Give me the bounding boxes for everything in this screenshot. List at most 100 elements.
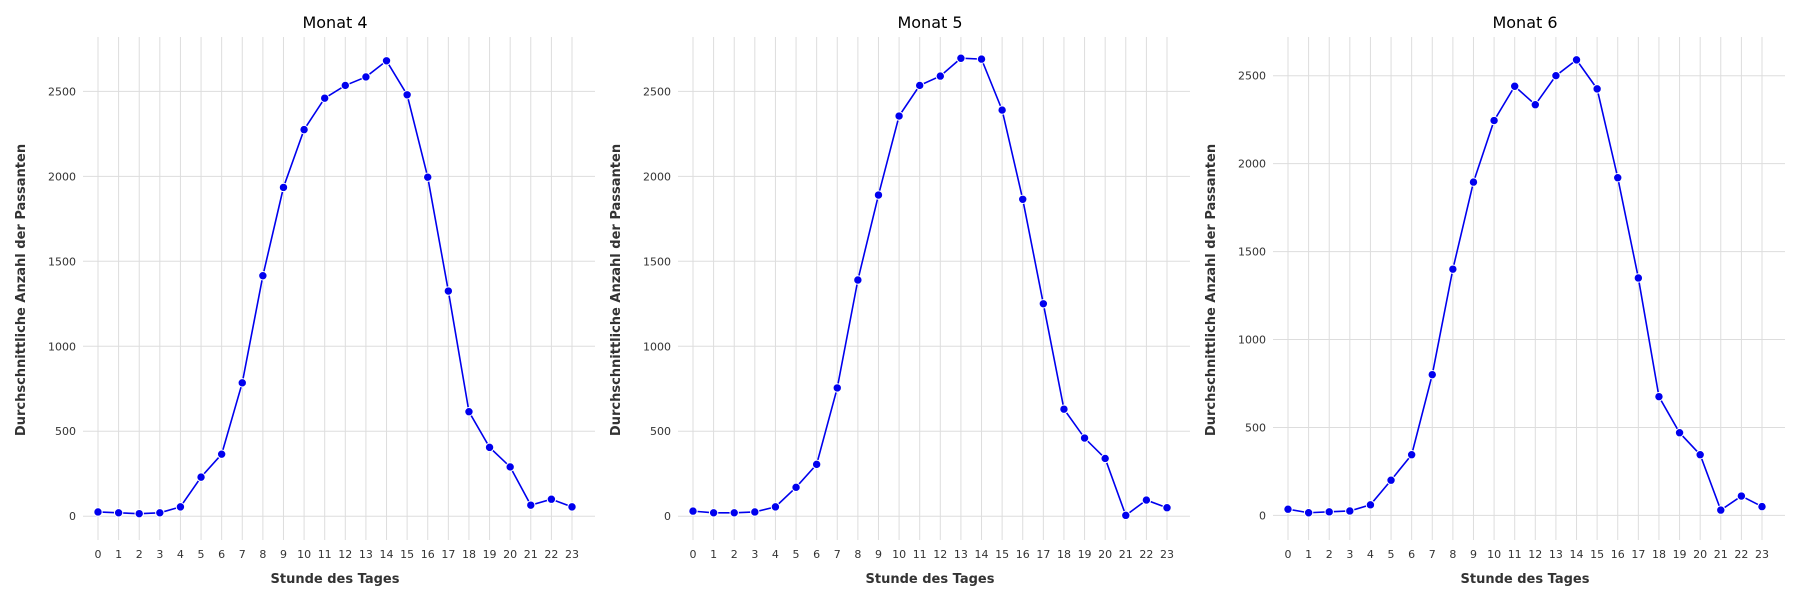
data-point bbox=[1038, 299, 1049, 309]
x-tick-label: 22 bbox=[1139, 548, 1153, 561]
y-tick-label: 0 bbox=[1259, 509, 1266, 522]
data-point bbox=[134, 508, 144, 519]
y-tick-label: 0 bbox=[69, 510, 76, 523]
data-point bbox=[1613, 172, 1623, 183]
y-tick-label: 2000 bbox=[643, 170, 671, 183]
data-point bbox=[216, 449, 227, 459]
data-point bbox=[1530, 100, 1541, 110]
x-tick-label: 5 bbox=[1388, 548, 1395, 561]
data-point bbox=[464, 407, 474, 417]
data-point bbox=[956, 53, 966, 63]
data-point bbox=[423, 172, 433, 182]
data-point bbox=[1716, 505, 1726, 515]
x-tick-label: 23 bbox=[565, 548, 579, 561]
data-point bbox=[791, 482, 801, 493]
x-axis-label: Stunde des Tages bbox=[271, 572, 400, 587]
x-tick-label: 18 bbox=[1057, 548, 1071, 561]
x-tick-label: 1 bbox=[1305, 548, 1312, 561]
x-tick-label: 8 bbox=[259, 548, 266, 561]
x-tick-label: 10 bbox=[1487, 548, 1501, 561]
chart-panel-monat-6: Monat 6 Stunde des Tages Durchschnittlic… bbox=[1204, 13, 1785, 587]
data-point bbox=[1674, 428, 1685, 438]
data-point bbox=[1468, 177, 1479, 187]
x-tick-label: 11 bbox=[1508, 548, 1522, 561]
x-tick-label: 3 bbox=[156, 548, 163, 561]
data-point bbox=[1059, 404, 1069, 414]
x-tick-label: 17 bbox=[1036, 548, 1050, 561]
x-tick-label: 23 bbox=[1755, 548, 1769, 561]
y-tick-label: 1000 bbox=[643, 340, 671, 353]
x-axis-label: Stunde des Tages bbox=[1461, 572, 1590, 587]
y-axis-label: Durchschnittliche Anzahl der Passanten bbox=[609, 144, 624, 436]
data-point bbox=[361, 72, 371, 82]
data-point bbox=[1345, 506, 1355, 516]
x-tick-label: 5 bbox=[198, 548, 205, 561]
x-tick-label: 6 bbox=[218, 548, 225, 561]
data-point bbox=[484, 442, 495, 453]
data-point bbox=[1141, 495, 1152, 505]
data-point bbox=[914, 80, 925, 91]
data-point bbox=[1406, 450, 1417, 460]
data-point bbox=[1489, 115, 1499, 126]
x-tick-label: 20 bbox=[503, 548, 517, 561]
data-point bbox=[443, 286, 454, 296]
data-point bbox=[196, 472, 206, 482]
x-tick-label: 4 bbox=[772, 548, 779, 561]
x-tick-label: 14 bbox=[380, 548, 394, 561]
x-tick-label: 9 bbox=[280, 548, 287, 561]
x-tick-label: 22 bbox=[544, 548, 558, 561]
x-tick-label: 14 bbox=[975, 548, 989, 561]
x-tick-label: 19 bbox=[1078, 548, 1092, 561]
y-tick-label: 2500 bbox=[643, 85, 671, 98]
data-point bbox=[1654, 391, 1664, 402]
data-point bbox=[832, 383, 842, 393]
data-point bbox=[1162, 503, 1172, 513]
data-point bbox=[1100, 453, 1110, 464]
x-tick-label: 1 bbox=[710, 548, 717, 561]
data-point bbox=[402, 90, 412, 100]
data-point bbox=[1736, 491, 1747, 501]
x-tick-label: 7 bbox=[239, 548, 246, 561]
data-point bbox=[997, 105, 1007, 115]
x-tick-label: 0 bbox=[1285, 548, 1292, 561]
x-tick-label: 11 bbox=[913, 548, 927, 561]
chart-title: Monat 4 bbox=[302, 13, 367, 32]
y-tick-label: 1500 bbox=[1238, 246, 1266, 259]
data-point bbox=[1427, 369, 1437, 380]
series-line bbox=[692, 57, 1168, 517]
x-tick-label: 21 bbox=[524, 548, 538, 561]
data-point bbox=[1448, 264, 1458, 274]
x-tick-label: 21 bbox=[1119, 548, 1133, 561]
data-point bbox=[1551, 70, 1561, 81]
y-tick-label: 500 bbox=[55, 425, 76, 438]
data-point bbox=[1324, 507, 1334, 517]
data-point bbox=[381, 56, 392, 66]
data-point bbox=[546, 494, 557, 504]
data-point bbox=[1121, 510, 1131, 521]
x-tick-label: 4 bbox=[1367, 548, 1374, 561]
data-point bbox=[113, 508, 124, 518]
data-point bbox=[1592, 84, 1602, 94]
data-point bbox=[278, 182, 289, 193]
x-tick-label: 15 bbox=[995, 548, 1009, 561]
x-tick-label: 6 bbox=[813, 548, 820, 561]
x-tick-label: 2 bbox=[136, 548, 143, 561]
y-tick-label: 500 bbox=[650, 425, 671, 438]
x-axis-label: Stunde des Tages bbox=[866, 572, 995, 587]
x-tick-label: 10 bbox=[297, 548, 311, 561]
x-tick-label: 15 bbox=[1590, 548, 1604, 561]
data-point bbox=[1695, 450, 1705, 460]
y-tick-label: 2500 bbox=[48, 85, 76, 98]
x-tick-label: 12 bbox=[933, 548, 947, 561]
x-tick-label: 18 bbox=[1652, 548, 1666, 561]
x-tick-label: 15 bbox=[400, 548, 414, 561]
chart-title: Monat 5 bbox=[897, 13, 962, 32]
data-point bbox=[873, 190, 884, 200]
y-tick-label: 1000 bbox=[48, 340, 76, 353]
x-tick-label: 13 bbox=[1549, 548, 1563, 561]
data-point bbox=[340, 80, 351, 91]
x-tick-label: 18 bbox=[462, 548, 476, 561]
x-tick-label: 3 bbox=[1346, 548, 1353, 561]
x-tick-label: 20 bbox=[1693, 548, 1707, 561]
data-point bbox=[976, 54, 987, 64]
